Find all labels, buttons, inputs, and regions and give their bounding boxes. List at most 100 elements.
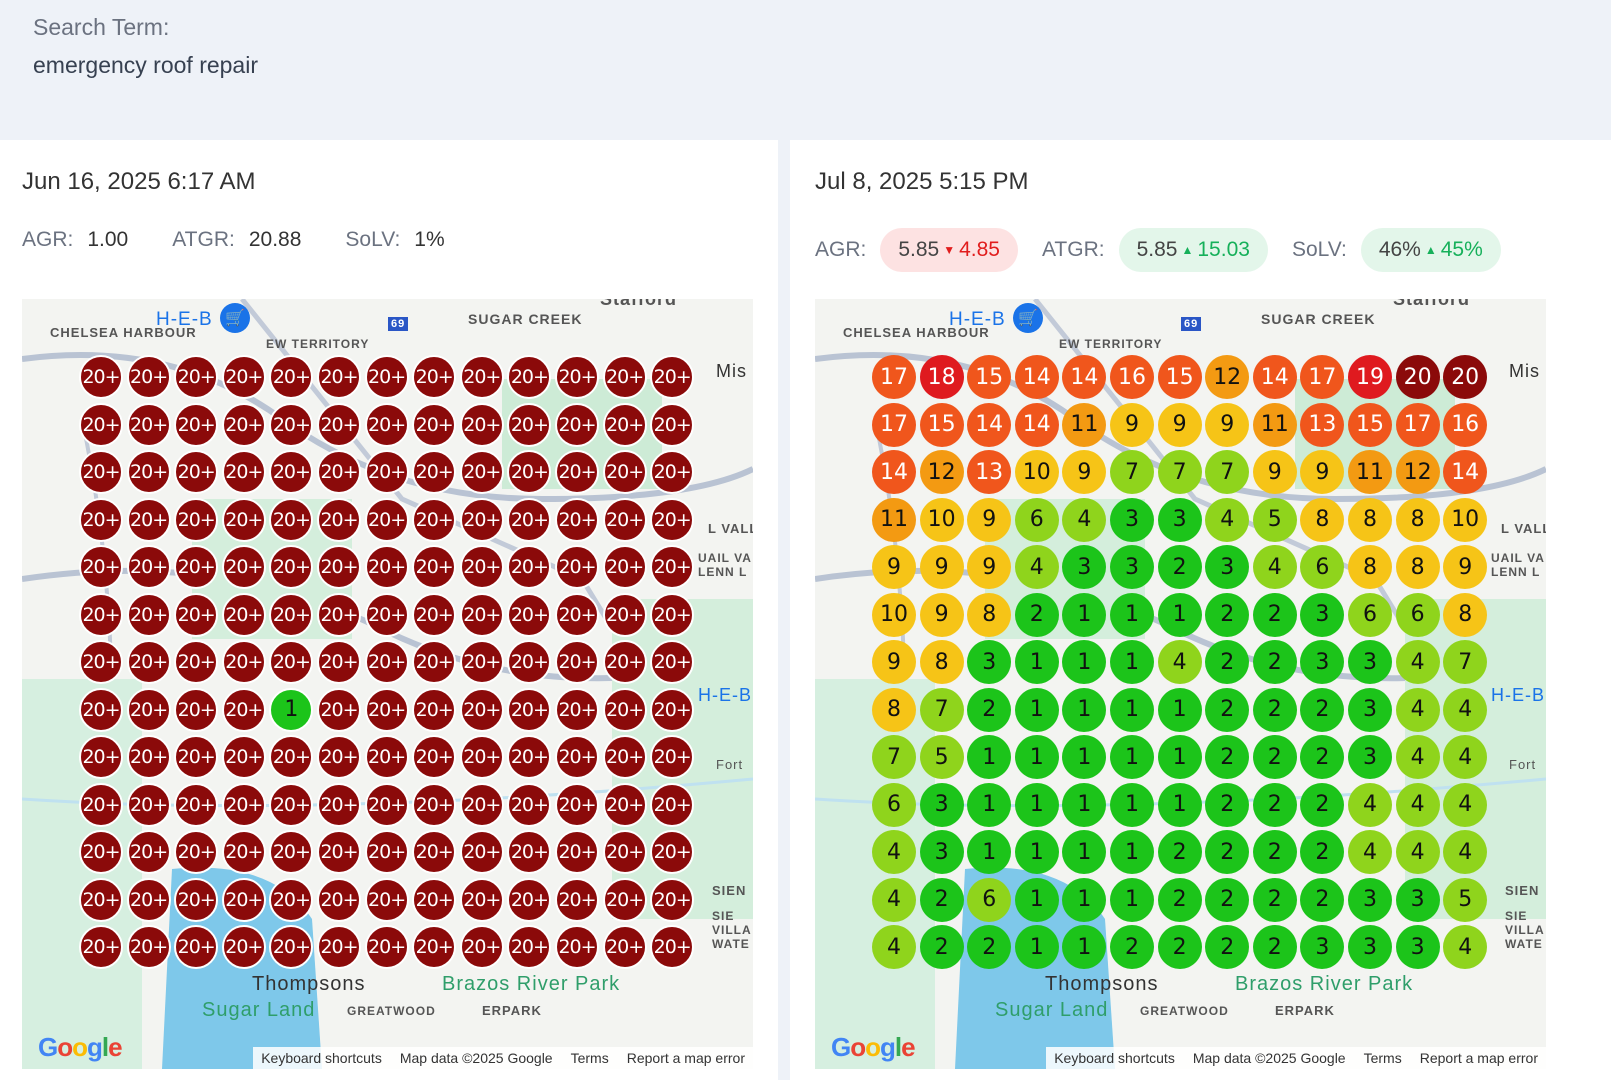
rank-pin[interactable]: 1 xyxy=(1014,925,1059,969)
rank-pin[interactable]: 20+ xyxy=(364,355,409,399)
rank-pin[interactable]: 4 xyxy=(872,830,916,874)
rank-pin[interactable]: 20+ xyxy=(459,925,504,969)
rank-pin[interactable]: 1 xyxy=(1062,877,1107,922)
rank-pin[interactable]: 14 xyxy=(1252,355,1297,399)
rank-pin[interactable]: 4 xyxy=(1014,545,1059,589)
rank-pin[interactable]: 20+ xyxy=(650,592,695,637)
rank-pin[interactable]: 1 xyxy=(1062,830,1107,874)
rank-pin[interactable]: 20+ xyxy=(650,830,695,874)
rank-pin[interactable]: 20+ xyxy=(79,925,123,969)
rank-pin[interactable]: 20+ xyxy=(507,877,552,922)
rank-pin[interactable]: 14 xyxy=(967,402,1012,447)
rank-pin[interactable]: 13 xyxy=(967,450,1012,494)
rank-pin[interactable]: 20+ xyxy=(79,877,123,922)
rank-pin[interactable]: 1 xyxy=(1014,782,1059,827)
rank-pin[interactable]: 20+ xyxy=(126,355,171,399)
rank-pin[interactable]: 20+ xyxy=(174,592,219,637)
rank-pin[interactable]: 3 xyxy=(1300,640,1345,684)
rank-pin[interactable]: 20+ xyxy=(126,402,171,447)
rank-pin[interactable]: 20+ xyxy=(555,402,599,447)
rank-pin[interactable]: 10 xyxy=(872,592,916,637)
rank-pin[interactable]: 3 xyxy=(1300,592,1345,637)
rank-pin[interactable]: 10 xyxy=(1443,497,1488,542)
rank-pin[interactable]: 20+ xyxy=(364,782,409,827)
rank-pin[interactable]: 4 xyxy=(1443,735,1488,779)
rank-pin[interactable]: 20+ xyxy=(126,545,171,589)
rank-pin[interactable]: 3 xyxy=(1348,687,1392,732)
rank-pin[interactable]: 20+ xyxy=(221,687,266,732)
rank-pin[interactable]: 20+ xyxy=(79,497,123,542)
rank-pin[interactable]: 20+ xyxy=(221,402,266,447)
rank-pin[interactable]: 5 xyxy=(919,735,964,779)
rank-pin[interactable]: 2 xyxy=(1252,592,1297,637)
rank-pin[interactable]: 20+ xyxy=(126,830,171,874)
rank-pin[interactable]: 7 xyxy=(1110,450,1154,494)
rank-pin[interactable]: 1 xyxy=(1014,877,1059,922)
rank-pin[interactable]: 2 xyxy=(1300,782,1345,827)
rank-pin[interactable]: 20+ xyxy=(602,640,647,684)
rank-pin[interactable]: 20+ xyxy=(269,640,314,684)
rank-pin[interactable]: 20+ xyxy=(317,687,361,732)
rank-pin[interactable]: 7 xyxy=(1157,450,1202,494)
rank-pin[interactable]: 20+ xyxy=(269,592,314,637)
rank-pin[interactable]: 20+ xyxy=(364,450,409,494)
rank-pin[interactable]: 3 xyxy=(1348,925,1392,969)
rank-pin[interactable]: 2 xyxy=(1205,640,1250,684)
rank-pin[interactable]: 20+ xyxy=(317,782,361,827)
rank-pin[interactable]: 1 xyxy=(1157,735,1202,779)
rank-pin[interactable]: 20+ xyxy=(174,782,219,827)
rank-pin[interactable]: 8 xyxy=(1395,497,1440,542)
rank-pin[interactable]: 20+ xyxy=(650,402,695,447)
rank-pin[interactable]: 20+ xyxy=(79,545,123,589)
rank-pin[interactable]: 1 xyxy=(1110,735,1154,779)
rank-pin[interactable]: 2 xyxy=(919,877,964,922)
rank-pin[interactable]: 20+ xyxy=(221,545,266,589)
rank-pin[interactable]: 20+ xyxy=(412,782,457,827)
rank-pin[interactable]: 20+ xyxy=(507,497,552,542)
rank-pin[interactable]: 20+ xyxy=(602,592,647,637)
rank-pin[interactable]: 20+ xyxy=(650,925,695,969)
rank-pin[interactable]: 20+ xyxy=(412,450,457,494)
rank-pin[interactable]: 7 xyxy=(1205,450,1250,494)
rank-pin[interactable]: 14 xyxy=(1014,402,1059,447)
rank-pin[interactable]: 20+ xyxy=(555,782,599,827)
rank-pin[interactable]: 20+ xyxy=(459,735,504,779)
rank-pin[interactable]: 20+ xyxy=(126,877,171,922)
rank-pin[interactable]: 11 xyxy=(1348,450,1392,494)
keyboard-shortcuts-link[interactable]: Keyboard shortcuts xyxy=(1054,1050,1175,1066)
rank-pin[interactable]: 20+ xyxy=(602,782,647,827)
rank-pin[interactable]: 1 xyxy=(1014,640,1059,684)
rank-pin[interactable]: 4 xyxy=(1062,497,1107,542)
rank-pin[interactable]: 15 xyxy=(967,355,1012,399)
rank-pin[interactable]: 3 xyxy=(1348,640,1392,684)
rank-pin[interactable]: 2 xyxy=(1300,735,1345,779)
rank-pin[interactable]: 6 xyxy=(1014,497,1059,542)
rank-pin[interactable]: 11 xyxy=(1062,402,1107,447)
rank-pin[interactable]: 20+ xyxy=(555,687,599,732)
rank-pin[interactable]: 2 xyxy=(1252,925,1297,969)
rank-pin[interactable]: 4 xyxy=(1395,830,1440,874)
rank-pin[interactable]: 2 xyxy=(1157,545,1202,589)
rank-pin[interactable]: 3 xyxy=(1348,735,1392,779)
rank-pin[interactable]: 20 xyxy=(1395,355,1440,399)
rank-pin[interactable]: 20+ xyxy=(269,355,314,399)
rank-pin[interactable]: 20+ xyxy=(602,545,647,589)
rank-pin[interactable]: 20+ xyxy=(507,355,552,399)
rank-pin[interactable]: 20+ xyxy=(602,355,647,399)
rank-pin[interactable]: 8 xyxy=(919,640,964,684)
rank-pin[interactable]: 9 xyxy=(872,545,916,589)
rank-pin[interactable]: 2 xyxy=(1205,925,1250,969)
rank-pin[interactable]: 20+ xyxy=(269,545,314,589)
rank-pin[interactable]: 20+ xyxy=(174,925,219,969)
rank-pin[interactable]: 20+ xyxy=(174,735,219,779)
rank-pin[interactable]: 7 xyxy=(1443,640,1488,684)
rank-pin[interactable]: 1 xyxy=(1062,592,1107,637)
rank-pin[interactable]: 20+ xyxy=(602,735,647,779)
rank-pin[interactable]: 20+ xyxy=(221,355,266,399)
rank-pin[interactable]: 4 xyxy=(1443,687,1488,732)
rank-pin[interactable]: 1 xyxy=(1062,735,1107,779)
rank-pin[interactable]: 4 xyxy=(1395,640,1440,684)
rank-pin[interactable]: 8 xyxy=(872,687,916,732)
rank-pin[interactable]: 20+ xyxy=(174,450,219,494)
rank-pin[interactable]: 8 xyxy=(1348,497,1392,542)
